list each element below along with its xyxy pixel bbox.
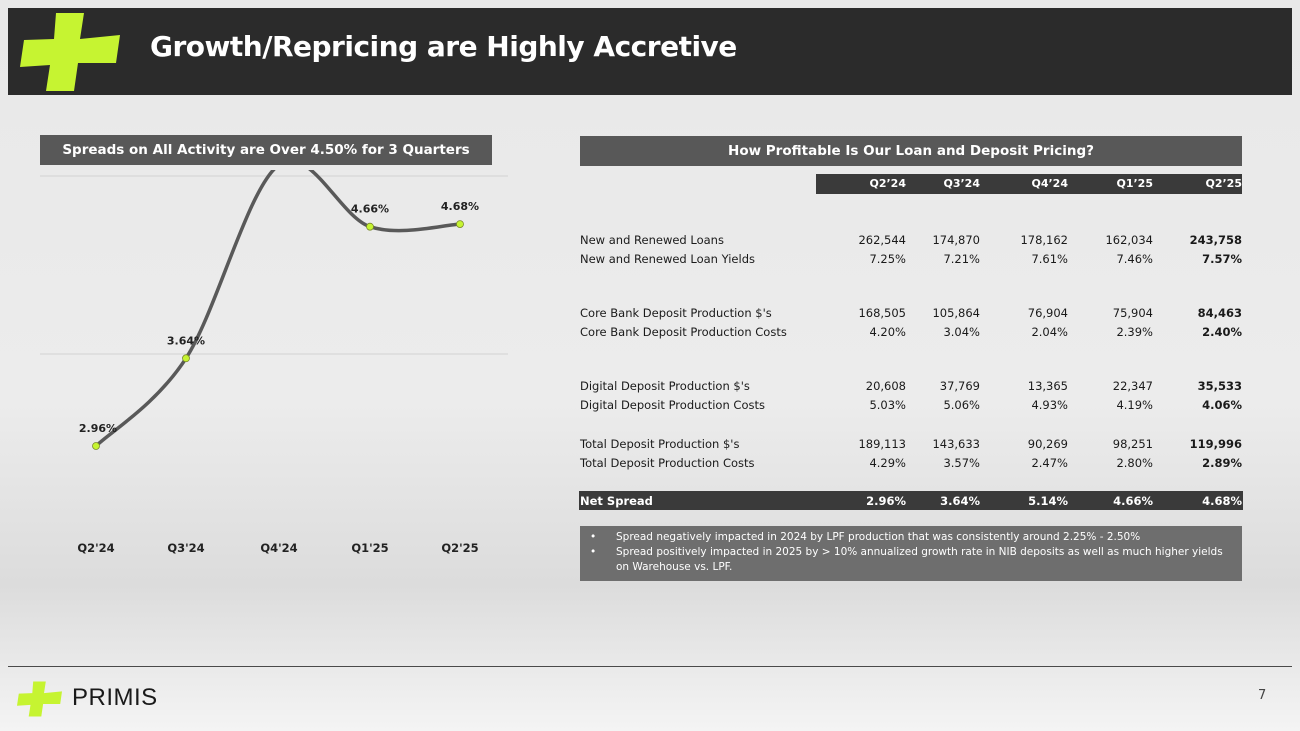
table-cell: 7.25% xyxy=(869,252,906,266)
data-label: 4.68% xyxy=(441,200,479,213)
net-spread-cell: 4.68% xyxy=(1202,494,1242,508)
note-text: Spread negatively impacted in 2024 by LP… xyxy=(616,531,1141,543)
x-tick-label: Q3'24 xyxy=(167,541,204,555)
row-label: Digital Deposit Production $'s xyxy=(580,379,750,393)
table-cell: 243,758 xyxy=(1189,233,1242,247)
table-cell: 7.57% xyxy=(1202,252,1242,266)
column-header: Q2’25 xyxy=(1205,177,1243,190)
plus-brand-icon xyxy=(17,681,62,717)
table-cell: 5.06% xyxy=(943,398,980,412)
table-cell: 2.39% xyxy=(1116,325,1153,339)
bullet: • xyxy=(590,546,597,558)
table-cell: 4.19% xyxy=(1116,398,1153,412)
header-bar: Growth/Repricing are Highly Accretive xyxy=(8,8,1292,95)
plus-brand-icon xyxy=(20,13,120,91)
table-cell: 7.21% xyxy=(943,252,980,266)
row-label: Total Deposit Production $'s xyxy=(580,437,740,451)
table-cell: 3.57% xyxy=(943,456,980,470)
table-cell: 2.89% xyxy=(1202,456,1242,470)
row-label: Digital Deposit Production Costs xyxy=(580,398,765,412)
row-label: Core Bank Deposit Production $'s xyxy=(580,306,772,320)
spread-line-chart: 2.96%3.64%5.14%4.66%4.68% Q2'24Q3'24Q4'2… xyxy=(40,170,508,555)
table-cell: 262,544 xyxy=(858,233,906,247)
net-spread-label: Net Spread xyxy=(580,494,653,508)
bullet: • xyxy=(590,531,597,543)
row-label: Total Deposit Production Costs xyxy=(580,456,755,470)
x-tick-label: Q4'24 xyxy=(260,541,297,555)
net-spread-cell: 4.66% xyxy=(1113,494,1153,508)
table-cell: 4.20% xyxy=(869,325,906,339)
data-label: 4.66% xyxy=(351,203,389,216)
row-label: New and Renewed Loan Yields xyxy=(580,252,755,266)
footer-rule xyxy=(8,666,1292,667)
table-cell: 178,162 xyxy=(1020,233,1068,247)
table-cell: 76,904 xyxy=(1027,306,1068,320)
table-cell: 7.46% xyxy=(1116,252,1153,266)
table-cell: 20,608 xyxy=(865,379,906,393)
table-cell: 4.06% xyxy=(1202,398,1242,412)
table-cell: 37,769 xyxy=(939,379,980,393)
column-header: Q1’25 xyxy=(1116,177,1154,190)
table-cell: 119,996 xyxy=(1189,437,1242,451)
table-cell: 2.40% xyxy=(1202,325,1242,339)
table-header-bar xyxy=(816,174,1242,194)
row-label: New and Renewed Loans xyxy=(580,233,724,247)
x-tick-label: Q1'25 xyxy=(351,541,388,555)
table-cell: 2.04% xyxy=(1031,325,1068,339)
table-cell: 22,347 xyxy=(1112,379,1153,393)
chart-banner: Spreads on All Activity are Over 4.50% f… xyxy=(40,135,492,165)
data-point xyxy=(366,222,374,231)
x-tick-label: Q2'24 xyxy=(77,541,114,555)
data-point xyxy=(456,220,464,229)
table-cell: 7.61% xyxy=(1031,252,1068,266)
table-cell: 98,251 xyxy=(1112,437,1153,451)
table-cell: 90,269 xyxy=(1027,437,1068,451)
row-label: Core Bank Deposit Production Costs xyxy=(580,325,787,339)
data-label: 2.96% xyxy=(79,422,117,435)
table-cell: 3.04% xyxy=(943,325,980,339)
net-spread-cell: 3.64% xyxy=(940,494,980,508)
table-cell: 4.29% xyxy=(869,456,906,470)
data-point xyxy=(92,442,100,450)
data-label: 3.64% xyxy=(167,334,205,347)
page-number: 7 xyxy=(1258,688,1267,703)
note-item: • Spread negatively impacted in 2024 by … xyxy=(590,530,1230,545)
column-header: Q3’24 xyxy=(943,177,981,190)
table-cell: 168,505 xyxy=(858,306,906,320)
table-cell: 5.03% xyxy=(869,398,906,412)
table-cell: 143,633 xyxy=(932,437,980,451)
data-point xyxy=(182,354,190,363)
x-tick-label: Q2'25 xyxy=(441,541,478,555)
table-cell: 162,034 xyxy=(1105,233,1153,247)
column-header: Q4’24 xyxy=(1031,177,1069,190)
series-line xyxy=(94,170,461,448)
page-title: Growth/Repricing are Highly Accretive xyxy=(150,30,737,63)
footer-brand: PRIMIS xyxy=(72,684,158,711)
table-cell: 2.80% xyxy=(1116,456,1153,470)
table-cell: 75,904 xyxy=(1112,306,1153,320)
table-banner: How Profitable Is Our Loan and Deposit P… xyxy=(580,136,1242,166)
column-header: Q2’24 xyxy=(869,177,907,190)
note-text: Spread positively impacted in 2025 by > … xyxy=(616,546,1223,573)
table-cell: 105,864 xyxy=(932,306,980,320)
notes-box: • Spread negatively impacted in 2024 by … xyxy=(580,526,1242,581)
table-cell: 189,113 xyxy=(858,437,906,451)
net-spread-cell: 5.14% xyxy=(1028,494,1068,508)
net-spread-cell: 2.96% xyxy=(866,494,906,508)
table-cell: 2.47% xyxy=(1031,456,1068,470)
table-cell: 84,463 xyxy=(1197,306,1242,320)
table-cell: 4.93% xyxy=(1031,398,1068,412)
note-item: • Spread positively impacted in 2025 by … xyxy=(590,545,1230,575)
net-spread-bar xyxy=(579,491,1243,510)
table-cell: 35,533 xyxy=(1197,379,1242,393)
table-cell: 13,365 xyxy=(1027,379,1068,393)
table-cell: 174,870 xyxy=(932,233,980,247)
